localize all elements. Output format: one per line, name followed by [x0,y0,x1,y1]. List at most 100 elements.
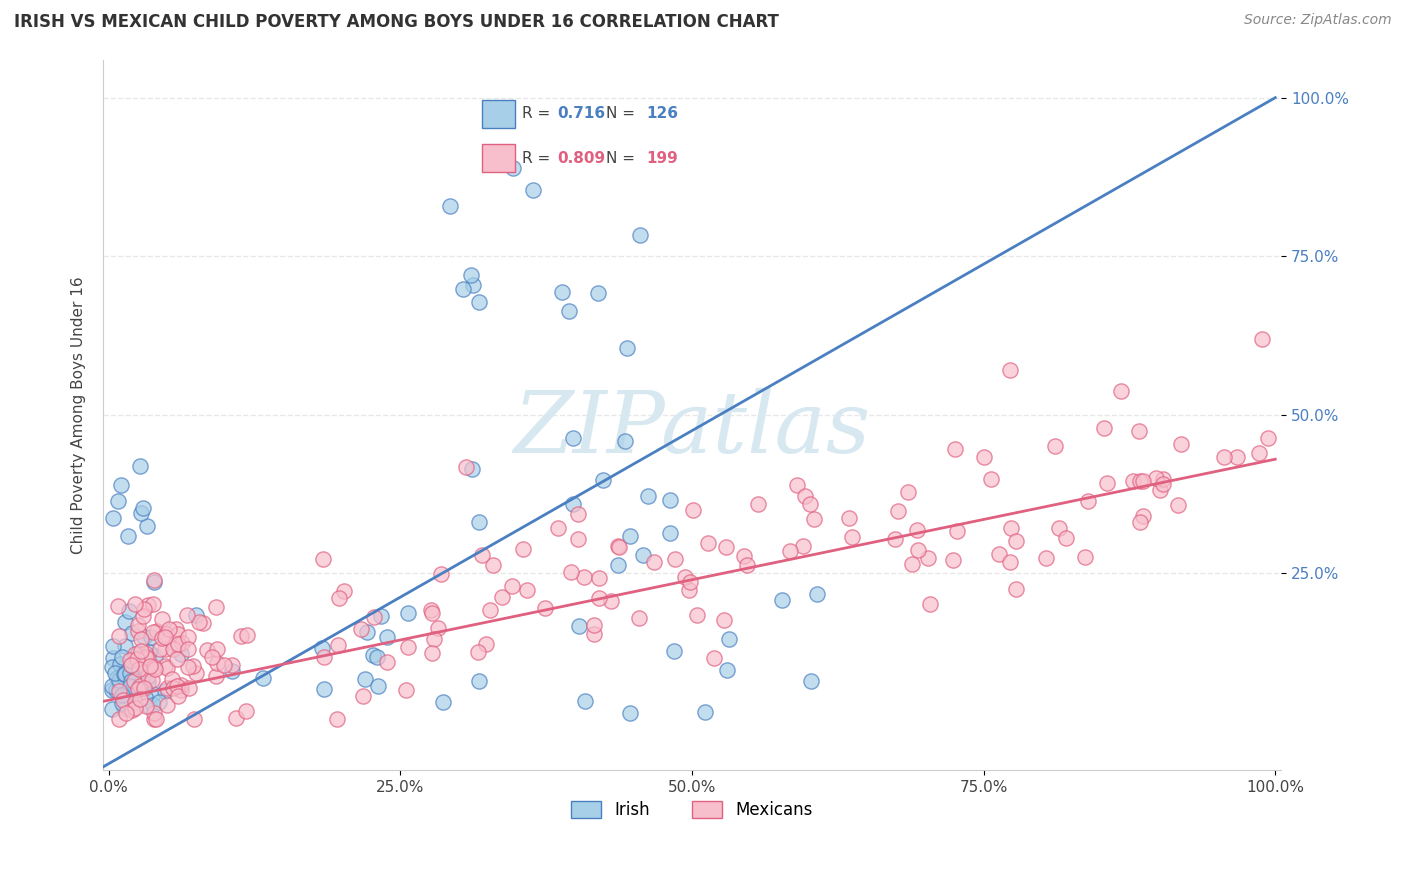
Point [314,681,336,696]
Point [124,647,146,661]
Point [567,507,589,521]
Point [165,622,187,636]
Point [128,662,150,676]
Point [101,640,124,654]
Point [128,691,150,706]
Point [142,573,165,587]
Point [176,607,198,622]
Point [127,617,149,632]
Point [900,557,922,571]
Point [191,616,214,631]
Point [114,673,136,688]
Point [136,669,159,683]
Point [120,673,142,688]
Point [512,541,534,556]
Point [582,617,605,632]
Point [1152,472,1174,486]
Point [686,607,709,622]
Point [111,686,134,700]
Point [131,609,153,624]
Point [482,558,505,573]
Point [627,610,650,624]
Point [135,672,157,686]
Text: Source: ZipAtlas.com: Source: ZipAtlas.com [1244,13,1392,28]
Point [105,671,128,685]
Point [478,602,501,616]
Point [1122,474,1144,488]
Point [630,228,652,243]
Point [134,690,156,705]
Point [177,660,200,674]
Point [136,518,159,533]
Point [792,539,814,553]
Point [422,632,444,646]
Point [799,497,821,511]
Point [534,601,557,615]
Point [155,659,177,673]
Point [1000,521,1022,535]
Point [114,639,136,653]
Point [501,579,523,593]
Point [800,674,823,689]
Text: ZIPatlas: ZIPatlas [513,388,870,470]
Point [236,628,259,642]
Point [121,685,143,699]
Point [153,630,176,644]
Point [114,677,136,691]
Point [221,658,243,673]
Point [586,286,609,301]
Point [432,695,454,709]
Point [108,629,131,643]
Point [1129,515,1152,529]
Point [664,551,686,566]
Point [396,607,419,621]
Point [1132,475,1154,489]
Point [166,679,188,693]
Point [150,612,173,626]
Point [252,672,274,686]
Point [101,702,124,716]
Point [516,582,538,597]
Point [114,706,136,721]
Point [1049,521,1071,535]
Point [167,637,190,651]
Point [1152,476,1174,491]
Point [114,615,136,629]
Point [998,555,1021,569]
Point [1251,332,1274,346]
Point [139,631,162,645]
Point [703,650,725,665]
Point [114,667,136,681]
Point [145,712,167,726]
Point [1045,439,1067,453]
Point [103,511,125,525]
Point [162,642,184,657]
Point [104,665,127,680]
Point [124,597,146,611]
Point [352,689,374,703]
Point [561,431,583,445]
Point [108,657,131,672]
Point [637,489,659,503]
Point [205,599,228,614]
Point [1213,450,1236,464]
Point [166,627,188,641]
Point [361,648,384,662]
Point [122,673,145,688]
Point [363,610,385,624]
Point [117,664,139,678]
Point [157,622,180,636]
Point [733,549,755,563]
Point [129,643,152,657]
Point [803,512,825,526]
Point [693,705,716,719]
Point [138,659,160,673]
Point [170,647,193,661]
Point [127,624,149,638]
Point [108,678,131,692]
Point [142,598,165,612]
Point [129,679,152,693]
Point [184,665,207,680]
Point [142,625,165,640]
Point [786,477,808,491]
